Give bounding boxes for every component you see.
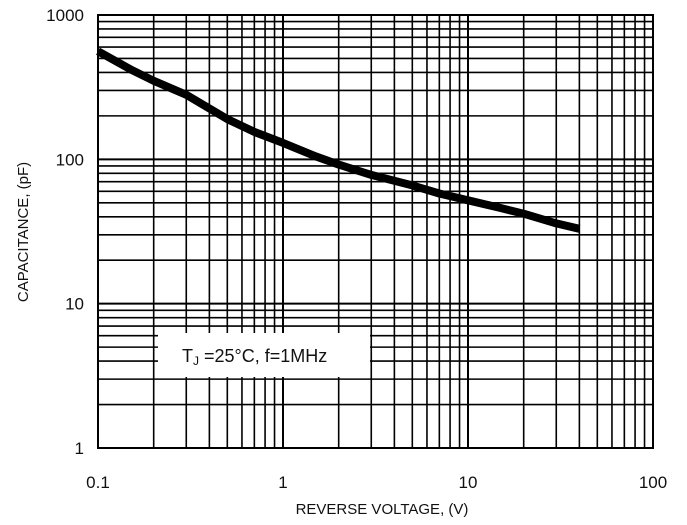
x-tick-label: 100 [639, 473, 667, 492]
series-line [96, 47, 581, 233]
y-tick-label: 100 [56, 150, 84, 169]
y-tick-label: 10 [65, 295, 84, 314]
annotation-box: TJ =25°C, f=1MHz [158, 333, 370, 377]
y-tick-label: 1 [75, 439, 84, 458]
x-tick-label: 1 [278, 473, 287, 492]
plot-frame [97, 14, 654, 449]
y-axis-label: CAPACITANCE, (pF) [15, 162, 32, 302]
y-tick-labels: 1 10 100 1000 [46, 6, 84, 458]
x-axis-label: REVERSE VOLTAGE, (V) [296, 501, 469, 518]
grid-lines [97, 15, 653, 449]
annotation-text: TJ =25°C, f=1MHz [182, 346, 327, 368]
x-tick-label: 10 [459, 473, 478, 492]
x-tick-label: 0.1 [86, 473, 110, 492]
x-tick-labels: 0.1 1 10 100 [86, 473, 667, 492]
y-tick-label: 1000 [46, 6, 84, 25]
